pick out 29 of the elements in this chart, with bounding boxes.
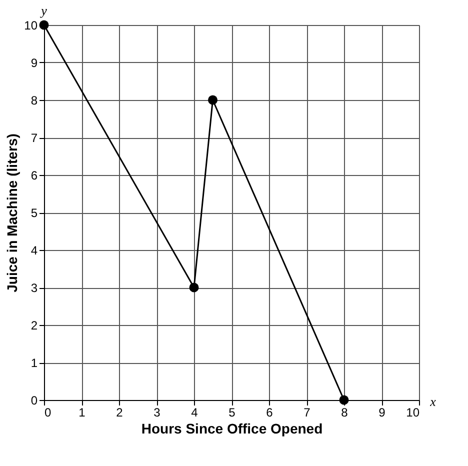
x-tick-label: 5 (228, 406, 236, 420)
x-axis-title: Hours Since Office Opened (141, 420, 323, 436)
y-axis-title: Juice in Machine (liters) (4, 134, 20, 292)
x-tick-label: 4 (191, 406, 198, 420)
x-tick-label: 9 (378, 406, 386, 420)
y-tick-label: 6 (30, 168, 38, 182)
y-tick-label: 2 (30, 318, 38, 332)
x-tick-label: 8 (341, 406, 348, 420)
y-tick-label: 7 (30, 131, 38, 145)
x-tick-label: 1 (78, 406, 86, 420)
y-tick-label: 8 (30, 94, 38, 108)
x-tick-label: 3 (154, 406, 161, 420)
text: y (39, 3, 48, 18)
y-tick-label: 4 (30, 244, 38, 258)
point (189, 282, 199, 292)
text: x (429, 394, 436, 409)
y-tick-label: 9 (30, 56, 38, 70)
y-tick-label: 0 (30, 394, 38, 408)
y-tick-label: 1 (30, 356, 38, 370)
x-tick-label: 0 (44, 406, 52, 420)
point (39, 20, 49, 30)
x-tick-label: 10 (406, 406, 420, 420)
y-tick-label: 3 (30, 281, 38, 295)
y-tick-label: 5 (30, 206, 38, 220)
point (208, 95, 218, 105)
y-tick-label: 10 (24, 18, 38, 32)
x-tick-label: 2 (116, 406, 124, 420)
x-tick-label: 6 (266, 406, 274, 420)
x-tick-label: 7 (304, 406, 311, 420)
